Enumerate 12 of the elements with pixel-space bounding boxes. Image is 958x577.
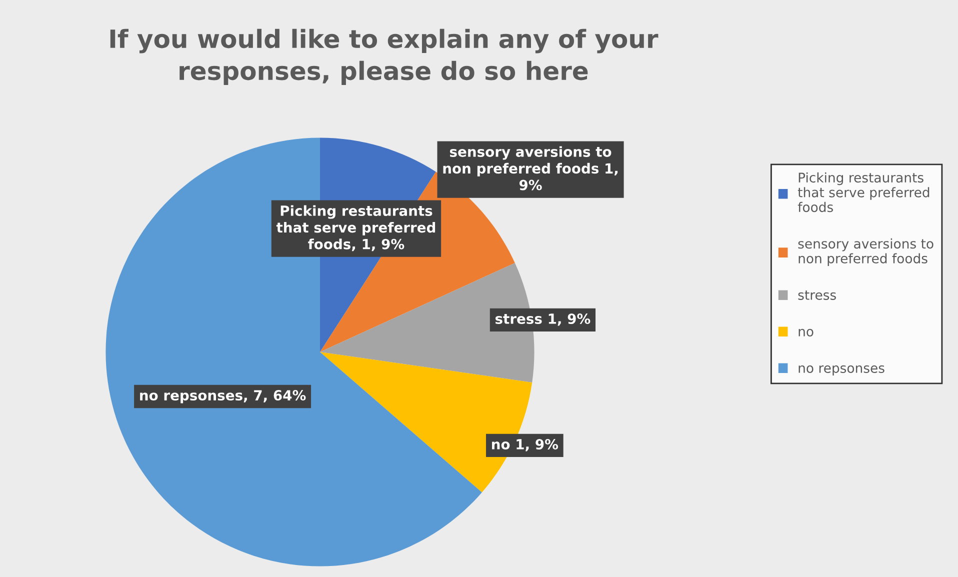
legend-label: stress bbox=[798, 290, 836, 300]
data-label: no repsonses, 7, 64% bbox=[140, 390, 306, 404]
data-label: stress 1, 9% bbox=[495, 314, 590, 326]
data-label: Picking restaurants that serve preferred foods, 1, 9% bbox=[276, 205, 436, 252]
legend-label: no bbox=[798, 328, 814, 336]
legend-label: sensory aversions to non preferred foods bbox=[798, 238, 934, 266]
chart-title: If you would like to explain any of your responses, please do so here bbox=[110, 28, 658, 86]
pie-slice bbox=[320, 352, 532, 492]
legend-label: no repsonses bbox=[798, 365, 884, 376]
legend-label: Picking restaurants that serve preferred foods bbox=[798, 172, 930, 212]
data-label: no 1, 9% bbox=[492, 438, 558, 452]
data-label: sensory aversions to non preferred foods 1, 9% bbox=[443, 146, 618, 190]
